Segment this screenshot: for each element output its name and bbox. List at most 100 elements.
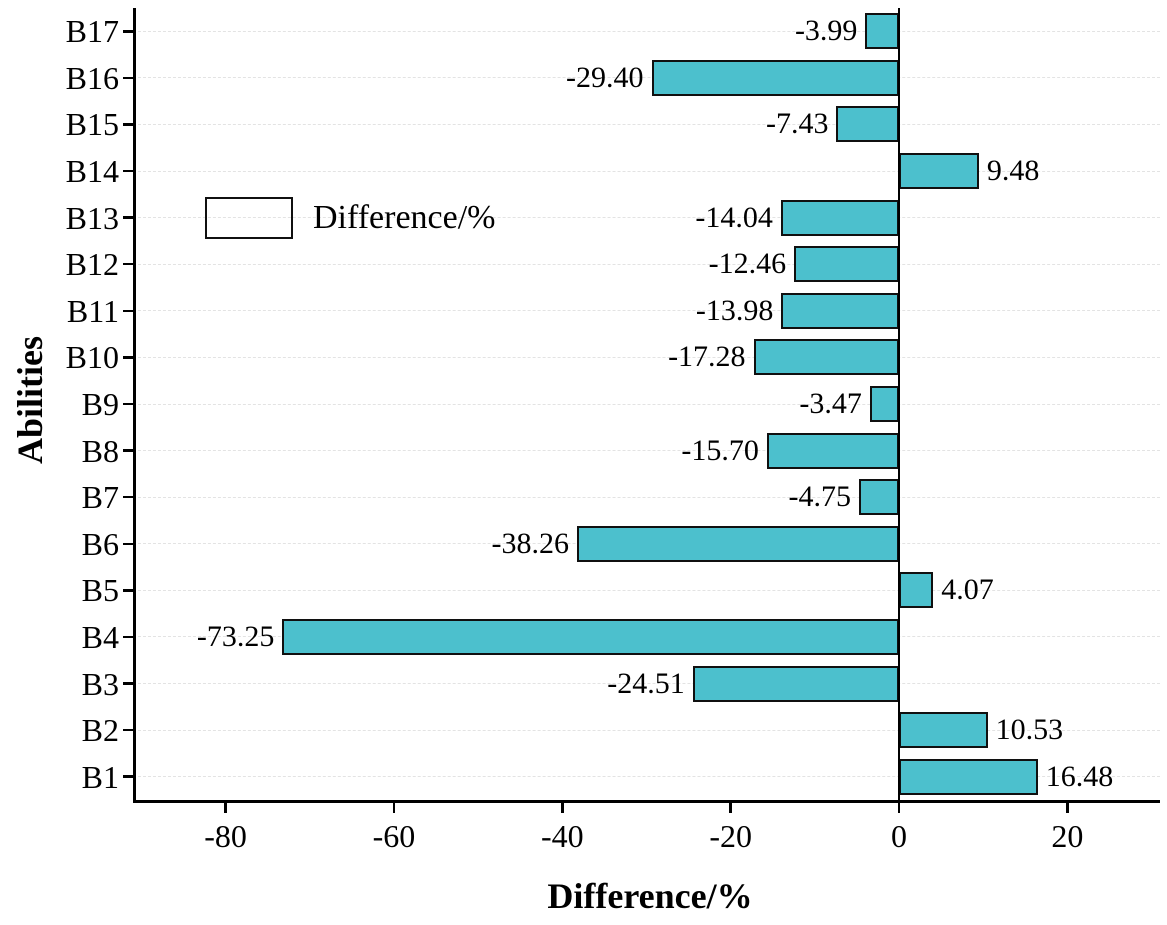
bar-value-label: 16.48 bbox=[1045, 759, 1114, 793]
y-tick-mark bbox=[123, 635, 133, 639]
bar-value-label: -7.43 bbox=[765, 107, 829, 141]
bar bbox=[899, 712, 988, 749]
y-tick-mark bbox=[123, 309, 133, 313]
x-axis-title: Difference/% bbox=[547, 876, 753, 916]
gridline bbox=[133, 263, 1160, 265]
bar-value-label: -3.47 bbox=[799, 387, 862, 420]
x-tick-label: -40 bbox=[540, 818, 584, 854]
bar-value-label: -15.70 bbox=[681, 433, 759, 467]
bar-value-label: -38.26 bbox=[491, 526, 569, 560]
y-tick-label: B2 bbox=[81, 712, 119, 749]
bar-value-label: -12.46 bbox=[708, 247, 787, 281]
x-tick-label: -60 bbox=[372, 818, 416, 854]
bar bbox=[692, 665, 900, 702]
y-tick-mark bbox=[123, 262, 133, 266]
x-tick-label: 20 bbox=[1051, 818, 1084, 854]
gridline bbox=[133, 729, 1160, 731]
y-tick-label: B1 bbox=[81, 758, 119, 795]
y-axis-title: Abilities bbox=[10, 335, 50, 465]
gridline bbox=[133, 683, 1160, 685]
bar bbox=[899, 572, 934, 609]
bar bbox=[576, 525, 900, 562]
gridline bbox=[133, 170, 1160, 172]
bar bbox=[836, 106, 900, 143]
y-tick-mark bbox=[123, 30, 133, 33]
x-tick-mark bbox=[392, 803, 396, 813]
y-tick-mark bbox=[123, 216, 133, 219]
bar bbox=[859, 479, 900, 516]
bar-value-label: -29.40 bbox=[566, 60, 644, 94]
y-tick-label: B7 bbox=[81, 479, 119, 516]
bar-value-label: 10.53 bbox=[995, 713, 1064, 747]
y-tick-mark bbox=[123, 449, 133, 452]
x-tick-mark bbox=[1066, 803, 1069, 813]
gridline bbox=[133, 589, 1160, 591]
gridline bbox=[133, 356, 1160, 358]
x-tick-label: -20 bbox=[709, 818, 752, 854]
y-tick-mark bbox=[123, 123, 133, 126]
y-tick-mark bbox=[123, 775, 133, 778]
x-tick-label: -80 bbox=[204, 818, 247, 854]
x-tick-label: 0 bbox=[891, 818, 908, 854]
y-tick-mark bbox=[123, 76, 133, 80]
y-tick-label: B8 bbox=[81, 432, 119, 469]
gridline bbox=[133, 30, 1160, 32]
bar bbox=[780, 199, 900, 236]
y-tick-label: B12 bbox=[65, 246, 119, 283]
y-tick-label: B9 bbox=[81, 386, 119, 422]
y-tick-label: B5 bbox=[81, 572, 119, 609]
y-tick-label: B15 bbox=[65, 106, 119, 143]
gridline bbox=[133, 403, 1160, 405]
bar bbox=[651, 59, 900, 96]
y-tick-label: B11 bbox=[66, 292, 119, 329]
x-axis-line bbox=[133, 800, 1160, 803]
y-tick-label: B17 bbox=[65, 13, 119, 50]
y-tick-label: B16 bbox=[65, 59, 119, 96]
y-axis-line bbox=[133, 8, 136, 803]
gridline bbox=[133, 310, 1160, 312]
bar-value-label: -4.75 bbox=[788, 480, 852, 514]
legend-label: Difference/% bbox=[313, 199, 496, 236]
bar-value-label: 4.07 bbox=[941, 573, 994, 607]
bar bbox=[869, 386, 900, 422]
bar bbox=[766, 432, 900, 469]
gridline bbox=[133, 123, 1160, 125]
y-tick-label: B6 bbox=[81, 525, 119, 562]
bar bbox=[282, 618, 900, 655]
y-tick-label: B13 bbox=[65, 199, 119, 236]
gridline bbox=[133, 217, 1160, 219]
y-tick-mark bbox=[123, 402, 133, 406]
bar bbox=[753, 339, 900, 376]
x-tick-mark bbox=[729, 803, 732, 813]
x-tick-mark bbox=[561, 803, 564, 813]
y-tick-mark bbox=[123, 589, 133, 592]
bar bbox=[794, 246, 900, 283]
y-tick-label: B10 bbox=[65, 339, 119, 376]
gridline bbox=[133, 776, 1160, 778]
y-tick-mark bbox=[123, 495, 133, 499]
gridline bbox=[133, 450, 1160, 452]
bar-value-label: -14.04 bbox=[695, 200, 773, 234]
x-tick-mark bbox=[897, 803, 901, 813]
legend: Difference/% bbox=[205, 197, 495, 239]
y-tick-label: B14 bbox=[65, 153, 119, 190]
bar bbox=[781, 292, 900, 329]
y-tick-mark bbox=[123, 169, 133, 173]
gridline bbox=[133, 77, 1160, 79]
bar-value-label: 9.48 bbox=[986, 154, 1040, 188]
y-tick-mark bbox=[123, 356, 133, 359]
bar bbox=[899, 758, 1038, 795]
y-tick-mark bbox=[123, 728, 133, 732]
gridline bbox=[133, 496, 1160, 498]
y-tick-mark bbox=[123, 542, 133, 545]
bar-value-label: -73.25 bbox=[196, 619, 275, 653]
bar bbox=[899, 153, 979, 190]
y-tick-label: B3 bbox=[81, 665, 119, 702]
legend-swatch bbox=[205, 197, 293, 239]
bar-value-label: -17.28 bbox=[668, 340, 746, 374]
y-tick-mark bbox=[123, 682, 133, 685]
x-tick-mark bbox=[224, 803, 227, 813]
bar bbox=[865, 13, 900, 50]
bar-value-label: -13.98 bbox=[695, 293, 774, 327]
bar-value-label: -3.99 bbox=[794, 14, 858, 48]
